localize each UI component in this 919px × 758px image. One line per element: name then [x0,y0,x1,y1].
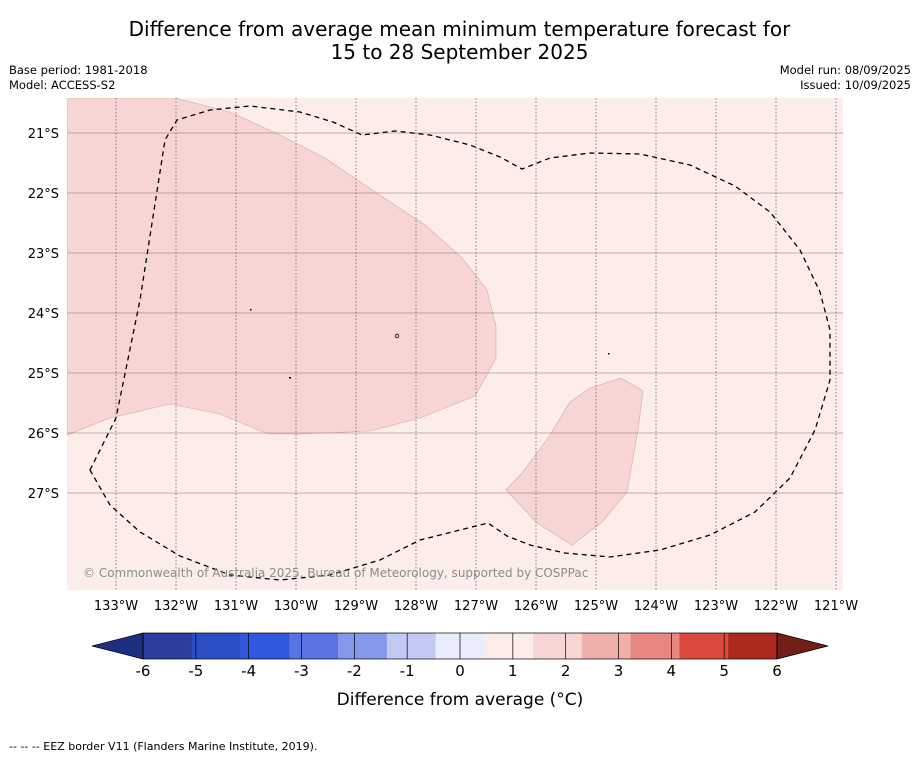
lon-label: 123°W [694,599,738,614]
colorbar-segment [630,633,680,659]
lon-label: 128°W [394,599,438,614]
colorbar-segment [728,633,778,659]
colorbar-tick-label: 6 [772,662,782,680]
lon-label: 131°W [214,599,258,614]
colorbar-segment [679,633,729,659]
map-panel: © Commonwealth of Australia 2025, Bureau… [67,98,843,590]
lat-label: 23°S [28,247,59,262]
latitude-labels: 21°S 22°S 23°S 24°S 25°S 26°S 27°S [28,127,59,502]
colorbar-tick-label: 5 [719,662,729,680]
colorbar-tick-label: 4 [667,662,677,680]
lon-label: 133°W [94,599,138,614]
colorbar: -6 -5 -4 -3 -2 -1 0 1 2 3 4 5 6 Difference from aver… [91,632,829,710]
colorbar-extend-lower [91,632,144,660]
chart-title: Difference from average mean minimum tem… [0,18,919,64]
lon-label: 124°W [634,599,678,614]
anomaly-area-south [505,377,644,546]
lat-label: 25°S [28,367,59,382]
lat-label: 26°S [28,427,59,442]
model-name: Model: ACCESS-S2 [9,78,116,92]
lon-label: 125°W [574,599,618,614]
longitude-labels: 133°W 132°W 131°W 130°W 129°W 128°W 127°… [94,599,858,614]
colorbar-ticks: -6 -5 -4 -3 -2 -1 0 1 2 3 4 5 6 [136,633,782,680]
colorbar-segment [581,633,631,659]
colorbar-label: Difference from average (°C) [337,690,584,710]
lat-label: 21°S [28,127,59,142]
colorbar-segment [338,633,388,659]
colorbar-segment [191,633,241,659]
colorbar-tick-label: -1 [400,662,415,680]
lon-label: 121°W [814,599,858,614]
lat-label: 27°S [28,487,59,502]
meta-left: Base period: 1981-2018 Model: ACCESS-S2 [9,63,148,93]
copyright-notice: © Commonwealth of Australia 2025, Bureau… [83,566,588,580]
colorbar-tick-label: -3 [294,662,309,680]
lon-label: 129°W [334,599,378,614]
lon-label: 127°W [454,599,498,614]
lat-label: 22°S [28,187,59,202]
model-run: Model run: 08/09/2025 [779,63,911,77]
colorbar-tick-label: -2 [347,662,362,680]
colorbar-segment [484,633,534,659]
colorbar-extend-upper [776,632,829,660]
issued-date: Issued: 10/09/2025 [800,78,911,92]
island-markers [250,309,610,379]
base-period: Base period: 1981-2018 [9,63,148,77]
colorbar-segment [143,633,193,659]
longitude-gridlines [115,98,837,590]
lat-label: 24°S [28,307,59,322]
meta-right: Model run: 08/09/2025 Issued: 10/09/2025 [780,63,911,93]
colorbar-tick-label: -5 [188,662,203,680]
eez-legend-footnote: -- -- -- EEZ border V11 (Flanders Marine… [9,740,318,753]
colorbar-tick-label: -4 [241,662,256,680]
colorbar-tick-label: 1 [508,662,518,680]
colorbar-tick-label: 2 [561,662,571,680]
title-line-2: 15 to 28 September 2025 [330,40,589,64]
lon-label: 126°W [514,599,558,614]
colorbar-tick-label: 3 [614,662,624,680]
colorbar-tick-label: 0 [455,662,465,680]
colorbar-tick-label: -6 [136,662,151,680]
latitude-gridlines [67,132,843,494]
lon-label: 132°W [154,599,198,614]
lon-label: 130°W [274,599,318,614]
anomaly-area-west [67,98,497,436]
colorbar-segment [386,633,436,659]
lon-label: 122°W [754,599,798,614]
colorbar-segment [533,633,583,659]
title-line-1: Difference from average mean minimum tem… [128,17,791,41]
colorbar-segment [240,633,290,659]
colorbar-segment [289,633,339,659]
